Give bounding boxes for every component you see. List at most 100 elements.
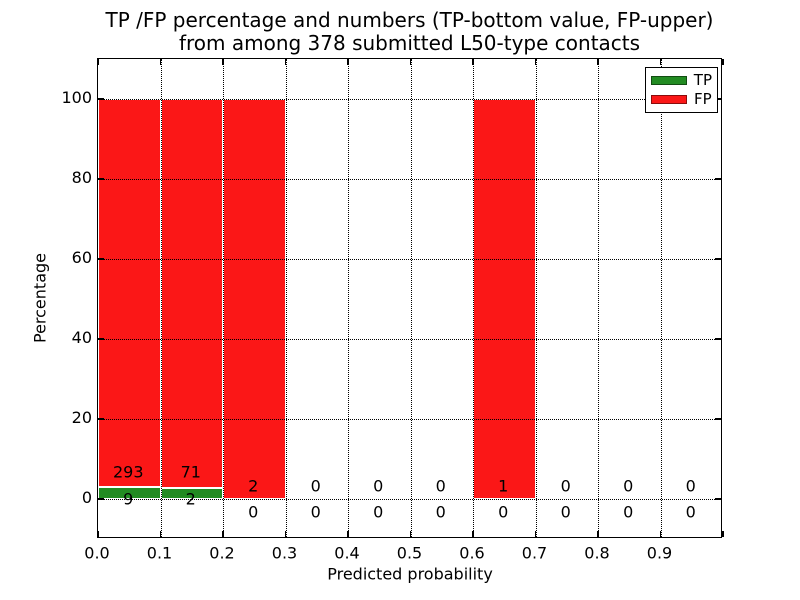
y-gridline	[98, 259, 721, 260]
x-tick-bottom	[409, 531, 412, 537]
x-tick-bottom	[534, 531, 537, 537]
y-tick-label-40: 40	[71, 328, 92, 347]
x-gridline	[535, 59, 537, 537]
x-tick-top	[222, 59, 224, 65]
x-tick-bottom	[159, 531, 162, 537]
x-tick-bottom	[722, 531, 724, 537]
tp-color-swatch	[651, 76, 687, 86]
fp-count-label-bin2: 2	[248, 476, 259, 495]
bar-fp-bin1	[160, 99, 223, 489]
fp-count-label-bin4: 0	[373, 476, 384, 495]
x-tick-label-0.9: 0.9	[646, 543, 673, 563]
tp-count-label-bin2: 0	[248, 502, 259, 522]
x-tick-top	[722, 59, 724, 65]
x-gridline	[473, 59, 474, 537]
x-gridline	[598, 59, 599, 537]
x-tick-top	[409, 59, 412, 65]
tp-count-label-bin1: 2	[185, 489, 196, 509]
y-tick-left	[98, 258, 104, 260]
y-tick-right	[715, 178, 721, 180]
x-tick-top	[472, 59, 474, 65]
x-tick-label-0.0: 0.0	[84, 543, 110, 563]
bar-tp-bin0	[98, 487, 161, 499]
fp-count-label-bin7: 0	[560, 476, 571, 495]
x-tick-top	[659, 59, 662, 65]
fp-count-label-bin8: 0	[623, 476, 634, 495]
y-tick-left	[98, 178, 104, 180]
x-tick-top	[347, 59, 349, 65]
x-tick-top	[284, 59, 287, 65]
fp-count-label-bin5: 0	[435, 476, 446, 495]
y-tick-label-60: 60	[71, 248, 92, 267]
y-gridline	[98, 99, 721, 100]
y-tick-left	[98, 98, 104, 100]
tp-count-label-bin0: 9	[123, 489, 134, 509]
y-tick-right	[715, 418, 721, 420]
chart-title-line1: TP /FP percentage and numbers (TP-bottom…	[105, 8, 714, 32]
tp-count-label-bin4: 0	[373, 502, 384, 522]
y-tick-left	[98, 498, 104, 500]
x-tick-bottom	[597, 531, 599, 537]
y-tick-label-20: 20	[71, 408, 92, 427]
y-gridline	[98, 179, 721, 180]
legend-entry-tp: TP	[651, 73, 712, 88]
y-tick-right	[715, 338, 721, 340]
y-tick-label-0: 0	[81, 488, 92, 507]
x-tick-label-0.6: 0.6	[459, 543, 485, 563]
chart-title-line2: from among 378 submitted L50-type contac…	[178, 31, 641, 55]
bar-fp-bin2	[223, 99, 286, 499]
legend-label-tp: TP	[693, 71, 712, 90]
x-tick-label-0.7: 0.7	[521, 543, 548, 563]
y-gridline	[98, 499, 721, 500]
x-tick-label-0.2: 0.2	[209, 543, 235, 563]
fp-count-label-bin6: 1	[498, 476, 509, 495]
x-tick-bottom	[284, 531, 287, 537]
y-tick-label-100: 100	[61, 88, 92, 107]
fp-count-label-bin3: 0	[310, 476, 321, 495]
x-tick-bottom	[659, 531, 662, 537]
x-gridline	[160, 59, 162, 537]
x-tick-label-0.8: 0.8	[584, 543, 610, 563]
x-tick-bottom	[222, 531, 224, 537]
chart-title: TP /FP percentage and numbers (TP-bottom…	[97, 9, 722, 55]
x-tick-bottom	[97, 531, 99, 537]
tp-count-label-bin3: 0	[310, 502, 321, 522]
x-tick-bottom	[472, 531, 474, 537]
x-gridline	[285, 59, 287, 537]
x-tick-label-0.5: 0.5	[396, 543, 423, 563]
y-gridline	[98, 419, 721, 420]
legend-label-fp: FP	[694, 89, 712, 108]
y-tick-left	[98, 418, 104, 420]
tp-count-label-bin6: 0	[498, 502, 509, 522]
x-tick-bottom	[347, 531, 349, 537]
bar-fp-bin0	[98, 99, 161, 488]
y-tick-left	[98, 338, 104, 340]
y-gridline	[98, 339, 721, 340]
x-tick-label-0.3: 0.3	[271, 543, 298, 563]
tp-count-label-bin9: 0	[685, 502, 696, 522]
x-tick-label-0.4: 0.4	[334, 543, 360, 563]
x-tick-top	[534, 59, 537, 65]
fp-count-label-bin0: 293	[112, 462, 144, 482]
x-axis-label: Predicted probability	[327, 564, 493, 584]
legend-entry-fp: FP	[651, 89, 712, 108]
x-gridline	[223, 59, 224, 537]
x-tick-label-0.1: 0.1	[146, 543, 173, 563]
y-tick-right	[715, 98, 721, 100]
x-tick-top	[97, 59, 99, 65]
bar-fp-bin6	[473, 99, 536, 499]
x-gridline	[348, 59, 349, 537]
tp-count-label-bin5: 0	[435, 502, 446, 522]
x-gridline	[660, 59, 662, 537]
x-tick-top	[159, 59, 162, 65]
x-gridline	[410, 59, 412, 537]
y-tick-label-80: 80	[71, 168, 92, 187]
fp-color-swatch	[651, 94, 687, 104]
y-tick-right	[715, 498, 721, 500]
plot-area	[97, 58, 724, 538]
legend: TP FP	[645, 67, 718, 113]
fp-count-label-bin1: 71	[180, 462, 201, 482]
y-tick-right	[715, 258, 721, 260]
x-tick-top	[597, 59, 599, 65]
